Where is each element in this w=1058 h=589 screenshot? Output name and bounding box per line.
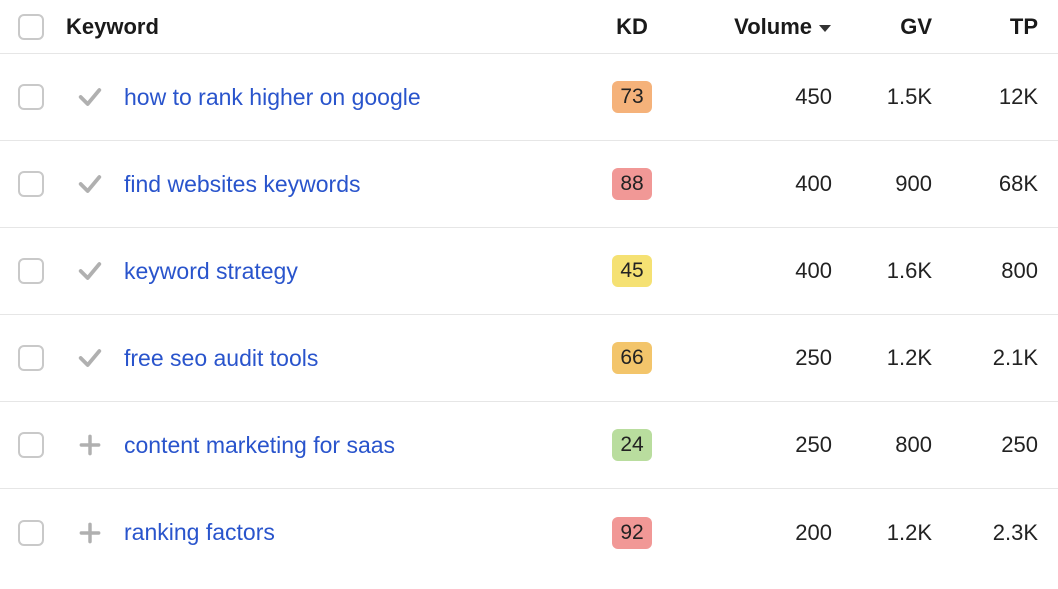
row-checkbox[interactable] [18, 84, 44, 110]
keyword-link[interactable]: how to rank higher on google [124, 84, 421, 110]
check-icon[interactable] [66, 170, 114, 198]
gv-cell: 1.2K [840, 345, 940, 371]
table-header-row: Keyword KD Volume GV TP [0, 0, 1058, 54]
header-tp[interactable]: TP [940, 14, 1040, 40]
keyword-link[interactable]: keyword strategy [124, 258, 298, 284]
header-checkbox-cell [18, 14, 66, 40]
plus-icon[interactable] [66, 432, 114, 458]
kd-cell: 24 [592, 429, 672, 461]
table-row: free seo audit tools 66 2501.2K2.1K [0, 315, 1058, 402]
table-row: keyword strategy 45 4001.6K800 [0, 228, 1058, 315]
row-checkbox[interactable] [18, 432, 44, 458]
header-keyword[interactable]: Keyword [66, 14, 592, 40]
kd-cell: 73 [592, 81, 672, 113]
keyword-cell: content marketing for saas [114, 432, 592, 459]
tp-cell: 250 [940, 432, 1040, 458]
check-icon[interactable] [66, 83, 114, 111]
gv-cell: 1.6K [840, 258, 940, 284]
select-all-checkbox[interactable] [18, 14, 44, 40]
volume-cell: 250 [672, 432, 840, 458]
keyword-cell: how to rank higher on google [114, 84, 592, 111]
keyword-cell: free seo audit tools [114, 345, 592, 372]
gv-cell: 1.2K [840, 520, 940, 546]
kd-cell: 45 [592, 255, 672, 287]
volume-cell: 450 [672, 84, 840, 110]
volume-cell: 400 [672, 258, 840, 284]
row-checkbox-cell [18, 258, 66, 284]
gv-cell: 1.5K [840, 84, 940, 110]
row-checkbox[interactable] [18, 345, 44, 371]
check-icon[interactable] [66, 344, 114, 372]
sort-caret-down-icon [818, 14, 832, 40]
gv-cell: 900 [840, 171, 940, 197]
keyword-link[interactable]: ranking factors [124, 519, 275, 545]
keyword-link[interactable]: find websites keywords [124, 171, 361, 197]
row-checkbox[interactable] [18, 520, 44, 546]
header-kd[interactable]: KD [592, 14, 672, 40]
plus-icon[interactable] [66, 520, 114, 546]
kd-cell: 92 [592, 517, 672, 549]
row-checkbox-cell [18, 84, 66, 110]
kd-badge: 73 [612, 81, 652, 113]
gv-cell: 800 [840, 432, 940, 458]
table-row: ranking factors 92 2001.2K2.3K [0, 489, 1058, 576]
volume-cell: 400 [672, 171, 840, 197]
keyword-table: Keyword KD Volume GV TP how to rank high… [0, 0, 1058, 576]
table-row: content marketing for saas 24 250800250 [0, 402, 1058, 489]
table-row: find websites keywords 88 40090068K [0, 141, 1058, 228]
kd-badge: 66 [612, 342, 652, 374]
kd-cell: 66 [592, 342, 672, 374]
row-checkbox-cell [18, 520, 66, 546]
tp-cell: 2.1K [940, 345, 1040, 371]
table-row: how to rank higher on google 73 4501.5K12K [0, 54, 1058, 141]
header-gv[interactable]: GV [840, 14, 940, 40]
tp-cell: 12K [940, 84, 1040, 110]
volume-cell: 200 [672, 520, 840, 546]
kd-badge: 24 [612, 429, 652, 461]
kd-badge: 45 [612, 255, 652, 287]
row-checkbox[interactable] [18, 171, 44, 197]
volume-cell: 250 [672, 345, 840, 371]
keyword-link[interactable]: content marketing for saas [124, 432, 395, 458]
tp-cell: 800 [940, 258, 1040, 284]
kd-badge: 92 [612, 517, 652, 549]
tp-cell: 68K [940, 171, 1040, 197]
tp-cell: 2.3K [940, 520, 1040, 546]
kd-badge: 88 [612, 168, 652, 200]
kd-cell: 88 [592, 168, 672, 200]
row-checkbox[interactable] [18, 258, 44, 284]
keyword-cell: keyword strategy [114, 258, 592, 285]
keyword-link[interactable]: free seo audit tools [124, 345, 318, 371]
row-checkbox-cell [18, 345, 66, 371]
check-icon[interactable] [66, 257, 114, 285]
keyword-cell: ranking factors [114, 519, 592, 546]
header-volume-label: Volume [734, 14, 812, 40]
row-checkbox-cell [18, 432, 66, 458]
header-volume[interactable]: Volume [672, 14, 840, 40]
keyword-cell: find websites keywords [114, 171, 592, 198]
row-checkbox-cell [18, 171, 66, 197]
